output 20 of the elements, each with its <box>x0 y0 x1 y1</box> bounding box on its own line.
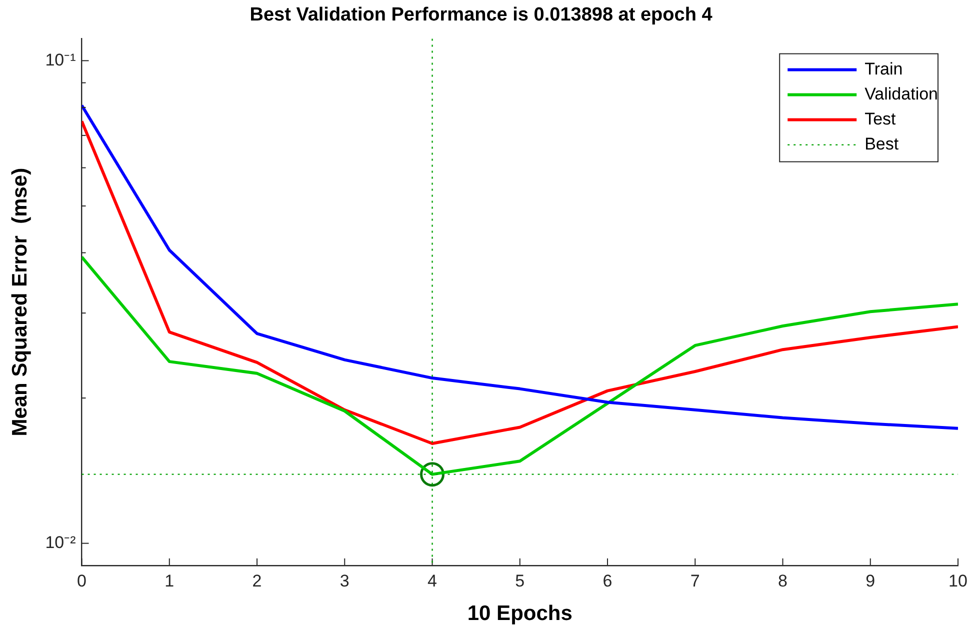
y-tick-label: 10⁻¹ <box>45 50 76 70</box>
x-tick-label: 10 <box>948 571 968 590</box>
legend-label: Validation <box>864 84 938 104</box>
x-tick-label: 1 <box>164 571 174 590</box>
x-tick-label: 0 <box>77 571 87 590</box>
y-tick-label: 10⁻² <box>45 533 76 552</box>
x-tick-label: 9 <box>866 571 876 590</box>
legend-label: Best <box>864 134 899 154</box>
x-axis-title: 10 Epochs <box>467 602 572 626</box>
chart-title: Best Validation Performance is 0.013898 at epoch 4 <box>250 4 713 26</box>
x-tick-label: 6 <box>602 571 612 590</box>
x-tick-label: 5 <box>515 571 525 590</box>
x-tick-label: 8 <box>778 571 788 590</box>
x-tick-label: 7 <box>690 571 700 590</box>
legend-label: Train <box>864 59 903 78</box>
x-tick-label: 4 <box>428 571 437 590</box>
legend-label: Test <box>864 109 896 128</box>
x-tick-label: 2 <box>252 571 262 590</box>
y-axis-title: Mean Squared Error (mse) <box>8 168 32 436</box>
x-tick-label: 3 <box>340 571 350 590</box>
